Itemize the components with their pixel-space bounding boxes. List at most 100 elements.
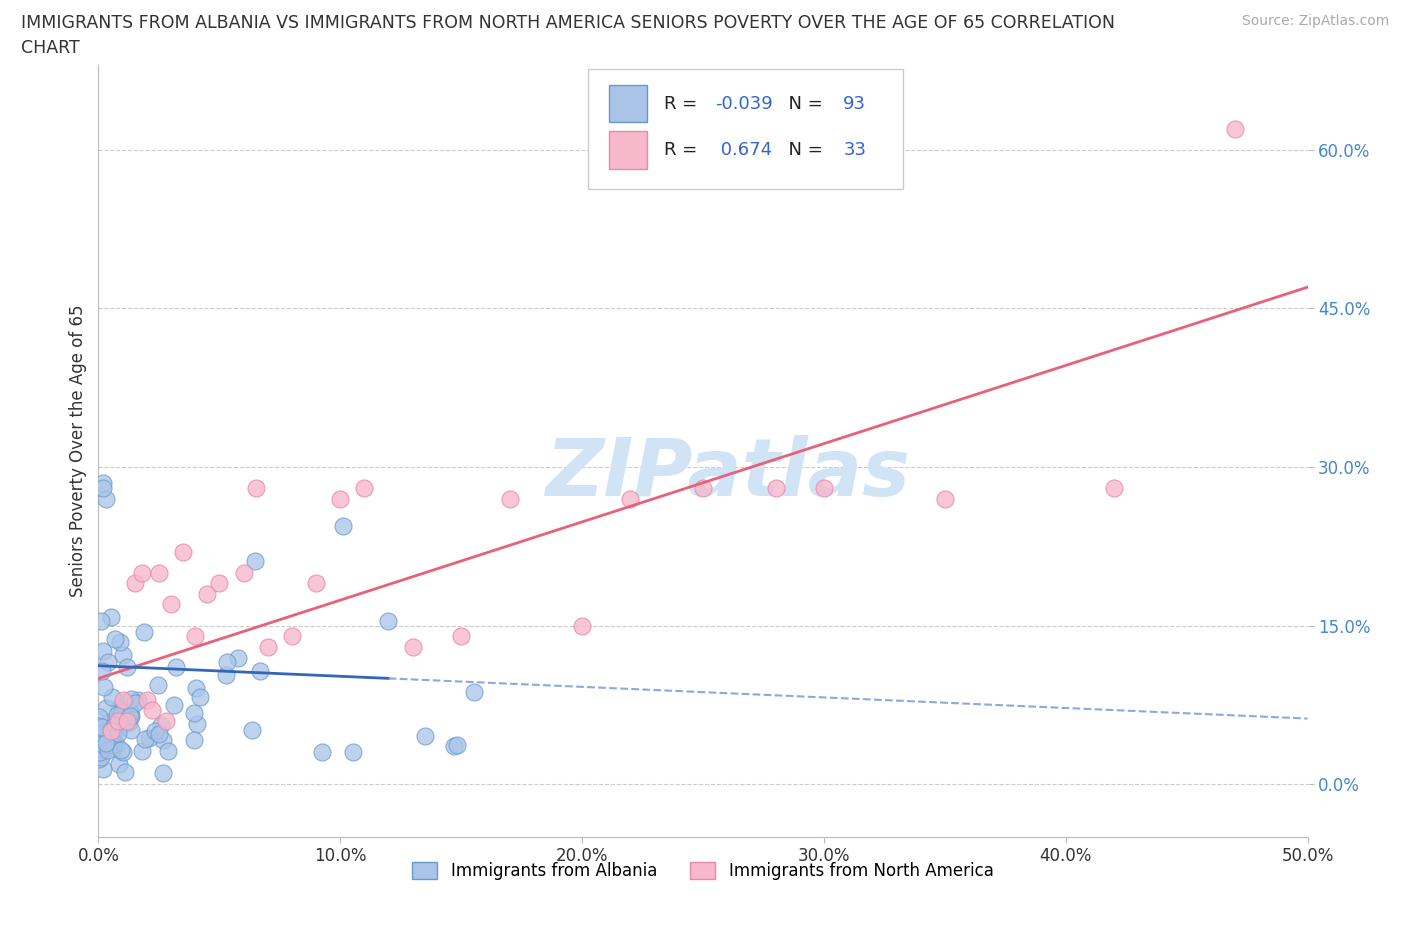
Text: CHART: CHART: [21, 39, 80, 57]
Point: [208, 576, 231, 591]
Point: [91, 742, 114, 757]
Point: [152, 733, 174, 748]
Point: [91, 481, 114, 496]
Point: [498, 491, 520, 506]
Point: [111, 692, 134, 707]
Point: [305, 576, 328, 591]
Point: [108, 717, 131, 732]
Point: [1102, 481, 1125, 496]
Point: [342, 744, 364, 759]
Point: [118, 714, 141, 729]
Y-axis label: Seniors Poverty Over the Age of 65: Seniors Poverty Over the Age of 65: [69, 305, 87, 597]
Point: [120, 692, 142, 707]
Point: [107, 725, 129, 740]
Point: [100, 723, 122, 737]
Point: [118, 705, 141, 720]
Text: N =: N =: [776, 95, 828, 113]
Point: [446, 737, 468, 752]
Point: [90, 614, 112, 629]
Point: [112, 697, 135, 711]
Point: [94, 737, 117, 752]
Point: [765, 481, 787, 496]
Point: [100, 724, 122, 738]
Point: [463, 684, 485, 699]
Point: [249, 664, 271, 679]
Point: [692, 481, 714, 496]
Point: [105, 708, 128, 723]
Point: [90, 750, 112, 764]
Point: [135, 692, 157, 707]
Point: [100, 609, 122, 624]
Point: [226, 650, 249, 665]
Point: [377, 613, 399, 628]
Point: [131, 744, 153, 759]
Point: [172, 544, 194, 559]
Point: [112, 695, 135, 710]
Point: [94, 700, 117, 715]
Point: [87, 723, 110, 737]
Point: [138, 730, 160, 745]
Point: [162, 698, 184, 712]
Text: N =: N =: [776, 141, 828, 159]
Point: [87, 710, 110, 724]
Point: [120, 708, 142, 723]
Point: [443, 738, 465, 753]
Point: [97, 742, 120, 757]
Point: [112, 647, 135, 662]
Point: [94, 491, 117, 506]
Point: [91, 762, 114, 777]
Point: [101, 740, 124, 755]
Point: [155, 713, 177, 728]
Point: [160, 597, 183, 612]
Text: Source: ZipAtlas.com: Source: ZipAtlas.com: [1241, 14, 1389, 28]
Text: -0.039: -0.039: [716, 95, 773, 113]
Point: [329, 491, 352, 506]
Point: [232, 565, 254, 580]
Point: [91, 644, 114, 658]
Text: 0.674: 0.674: [716, 141, 772, 159]
Point: [115, 659, 138, 674]
Point: [87, 752, 110, 767]
Point: [152, 765, 174, 780]
Point: [117, 713, 139, 728]
Point: [118, 709, 141, 724]
Point: [101, 737, 124, 752]
Point: [91, 737, 114, 751]
Point: [93, 679, 115, 694]
Point: [107, 720, 129, 735]
Point: [281, 629, 304, 644]
FancyBboxPatch shape: [609, 131, 647, 168]
Point: [104, 737, 127, 751]
Point: [311, 745, 333, 760]
Point: [188, 689, 211, 704]
Point: [148, 726, 170, 741]
Point: [114, 716, 136, 731]
Point: [150, 718, 173, 733]
Point: [98, 714, 121, 729]
FancyBboxPatch shape: [588, 69, 903, 189]
Point: [183, 732, 205, 747]
Point: [146, 678, 169, 693]
Text: R =: R =: [664, 141, 703, 159]
Point: [165, 659, 187, 674]
Point: [107, 713, 129, 728]
Point: [91, 725, 114, 740]
Point: [134, 731, 156, 746]
Point: [90, 720, 112, 735]
Point: [813, 481, 835, 496]
Point: [240, 723, 263, 737]
Point: [101, 690, 124, 705]
Point: [245, 481, 267, 496]
Point: [183, 706, 205, 721]
Point: [143, 724, 166, 738]
Point: [131, 565, 153, 580]
Point: [245, 553, 267, 568]
Point: [124, 695, 146, 710]
Point: [91, 663, 114, 678]
Point: [215, 668, 238, 683]
Point: [104, 722, 127, 737]
Point: [100, 732, 122, 747]
Text: 33: 33: [844, 141, 866, 159]
Point: [124, 576, 146, 591]
Point: [120, 723, 142, 737]
